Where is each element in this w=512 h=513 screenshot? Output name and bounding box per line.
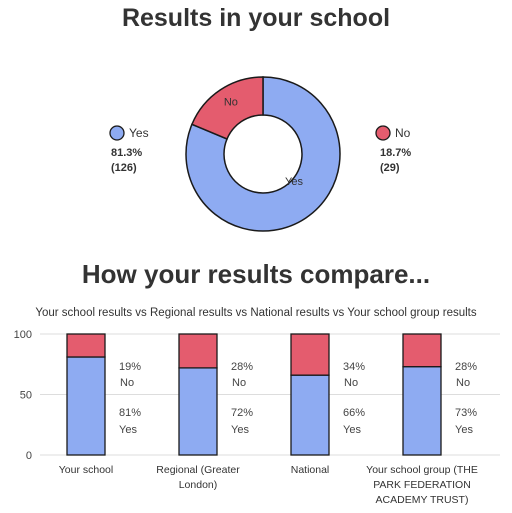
donut-slice-no	[190, 76, 264, 140]
bar-no-series-label: No	[456, 377, 470, 389]
bar-no-value-label: 28%	[455, 361, 477, 373]
bar-yes-value-label: 73%	[455, 407, 477, 419]
legend-swatch-no	[375, 125, 391, 141]
bar-yes	[290, 374, 330, 456]
bar-no	[290, 333, 330, 376]
compare-chart-subtitle: Your school results vs Regional results …	[35, 307, 477, 319]
bar-no	[402, 333, 442, 368]
bar-yes	[66, 356, 106, 456]
bar-no-value-label: 28%	[231, 361, 253, 373]
bar-yes	[402, 366, 442, 456]
bar-yes-value-label: 72%	[231, 407, 253, 419]
y-tick-label: 0	[26, 450, 32, 462]
bar-no-series-label: No	[120, 377, 134, 389]
y-tick-label: 50	[20, 390, 32, 402]
compare-chart-title: How your results compare...	[81, 259, 431, 289]
bar-yes-series-label: Yes	[231, 424, 249, 436]
bar-no-value-label: 34%	[343, 361, 365, 373]
legend-percent-yes: 81.3%	[111, 147, 142, 159]
legend-percent-no: 18.7%	[380, 147, 411, 159]
legend-count-yes: (126)	[111, 162, 137, 174]
legend-label-no: No	[395, 126, 411, 140]
bar-no	[178, 333, 218, 369]
bar-yes-series-label: Yes	[455, 424, 473, 436]
donut-slice-label-no: No	[224, 97, 238, 109]
bar-yes-value-label: 81%	[119, 407, 141, 419]
legend-label-yes: Yes	[129, 126, 149, 140]
legend-swatch-yes	[109, 125, 125, 141]
bar-yes-series-label: Yes	[119, 424, 137, 436]
y-tick-label: 100	[14, 329, 32, 341]
donut-slice-yes	[185, 76, 341, 232]
x-category-label: Your school	[59, 464, 113, 476]
bar-yes	[178, 367, 218, 456]
x-category-label: Your school group (THE	[366, 464, 478, 476]
bar-no	[66, 333, 106, 358]
x-category-label: National	[291, 464, 330, 476]
x-category-label: ACADEMY TRUST)	[376, 494, 469, 506]
x-category-label: Regional (Greater	[156, 464, 240, 476]
legend-count-no: (29)	[380, 162, 400, 174]
bar-no-series-label: No	[232, 377, 246, 389]
x-category-label: PARK FEDERATION	[373, 479, 471, 491]
bar-yes-value-label: 66%	[343, 407, 365, 419]
bar-yes-series-label: Yes	[343, 424, 361, 436]
donut-slice-label-yes: Yes	[285, 176, 303, 188]
bar-no-series-label: No	[344, 377, 358, 389]
bar-no-value-label: 19%	[119, 361, 141, 373]
x-category-label: London)	[179, 479, 218, 491]
donut-chart-title: Results in your school	[121, 4, 391, 32]
